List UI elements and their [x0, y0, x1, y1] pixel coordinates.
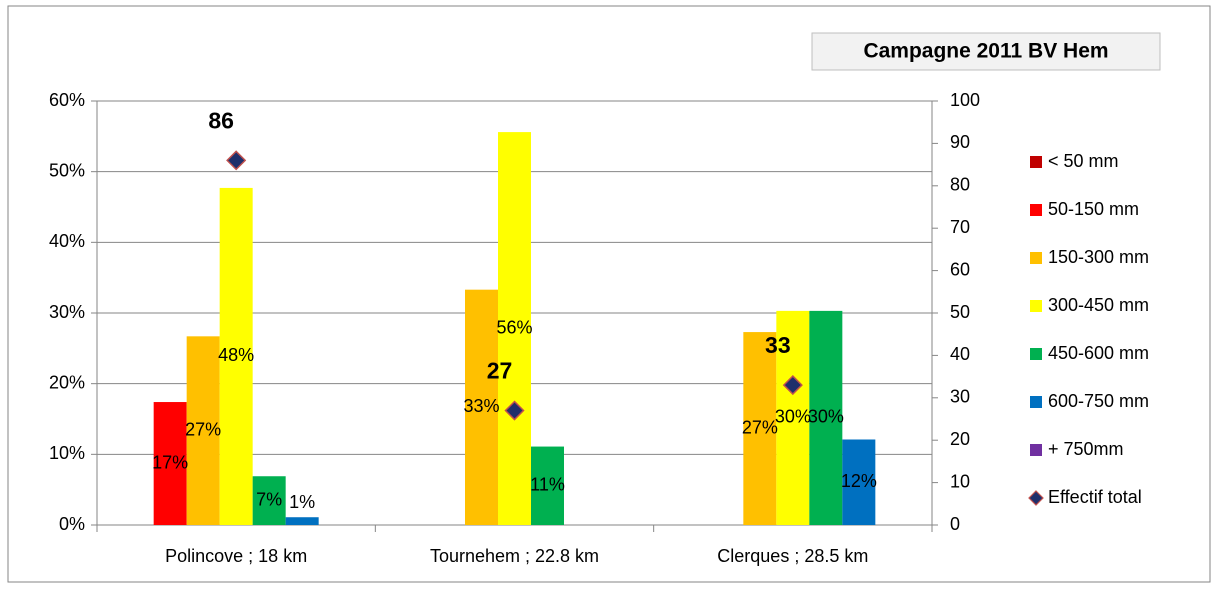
legend-marker	[1030, 300, 1042, 312]
y-tick-label: 10%	[49, 443, 85, 463]
legend-label: 50-150 mm	[1048, 199, 1139, 219]
bar	[776, 310, 810, 525]
value-label: 12%	[841, 471, 877, 491]
y2-tick-label: 70	[950, 217, 970, 237]
y2-tick-label: 80	[950, 175, 970, 195]
chart-title: Campagne 2011 BV Hem	[863, 40, 1108, 63]
y-tick-label: 60%	[49, 90, 85, 110]
bar	[743, 332, 777, 525]
y2-tick-label: 40	[950, 344, 970, 364]
bar	[531, 446, 564, 525]
y2-tick-label: 0	[950, 514, 960, 534]
y-tick-label: 50%	[49, 160, 85, 180]
bar	[498, 132, 531, 526]
y2-tick-label: 10	[950, 471, 970, 491]
legend-label: < 50 mm	[1048, 151, 1119, 171]
legend-label: 150-300 mm	[1048, 247, 1149, 267]
x-tick-label: Clerques ; 28.5 km	[717, 546, 868, 566]
y2-tick-label: 100	[950, 90, 980, 110]
bar	[809, 310, 843, 525]
x-tick-label: Tournehem ; 22.8 km	[430, 546, 599, 566]
y-tick-label: 20%	[49, 372, 85, 392]
value-label: 33%	[463, 396, 499, 416]
value-label: 56%	[496, 317, 532, 337]
value-label: 11%	[530, 475, 565, 495]
value-label: 7%	[256, 489, 282, 509]
legend-marker	[1030, 156, 1042, 168]
y2-tick-label: 50	[950, 302, 970, 322]
legend-marker	[1030, 444, 1042, 456]
point-label: 33	[765, 332, 791, 358]
bar	[252, 476, 286, 525]
point-label: 27	[487, 358, 513, 384]
x-tick-label: Polincove ; 18 km	[165, 546, 307, 566]
point-label: 86	[208, 107, 234, 133]
y-tick-label: 0%	[59, 514, 85, 534]
y2-tick-label: 90	[950, 132, 970, 152]
bar	[153, 402, 187, 525]
value-label: 30%	[808, 407, 844, 427]
value-label: 17%	[152, 452, 188, 472]
legend-marker	[1030, 204, 1042, 216]
y-tick-label: 30%	[49, 302, 85, 322]
legend-marker	[1030, 396, 1042, 408]
bar	[465, 289, 498, 525]
legend-label: 450-600 mm	[1048, 343, 1149, 363]
title-box	[811, 32, 1161, 71]
y2-tick-label: 30	[950, 387, 970, 407]
y-tick-label: 40%	[49, 231, 85, 251]
point	[226, 150, 247, 171]
value-label: 27%	[185, 419, 221, 439]
value-label: 27%	[742, 417, 778, 437]
value-label: 1%	[289, 492, 315, 512]
bar	[842, 439, 876, 525]
y2-tick-label: 20	[950, 429, 970, 449]
value-label: 30%	[775, 407, 811, 427]
legend-label: + 750mm	[1048, 439, 1124, 459]
legend-marker	[1030, 348, 1042, 360]
y2-tick-label: 60	[950, 259, 970, 279]
legend-label: Effectif total	[1048, 487, 1142, 507]
legend-marker	[1028, 490, 1044, 506]
bar	[285, 517, 319, 525]
bar	[219, 187, 253, 526]
legend-label: 600-750 mm	[1048, 391, 1149, 411]
legend-label: 300-450 mm	[1048, 295, 1149, 315]
legend-marker	[1030, 252, 1042, 264]
value-label: 48%	[218, 345, 254, 365]
point	[782, 375, 803, 396]
bar	[186, 336, 220, 525]
point	[504, 400, 525, 421]
